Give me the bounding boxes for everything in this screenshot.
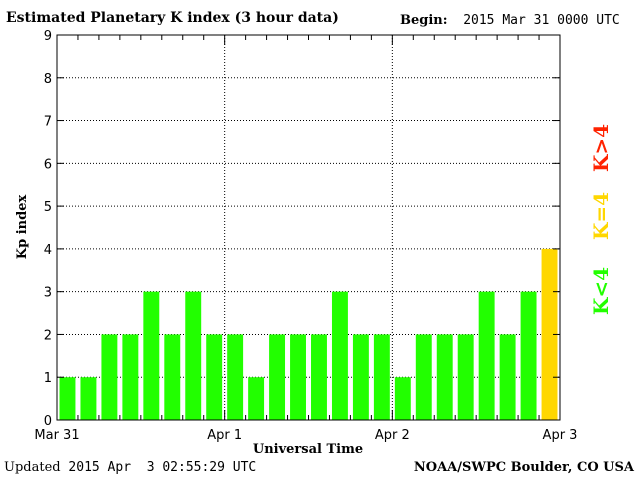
kp-bar <box>352 334 369 420</box>
kp-bar <box>122 334 139 420</box>
legend-k-equal-4: K=4 <box>589 192 613 240</box>
y-axis-label: Kp index <box>15 195 30 260</box>
legend-k-below-4: K<4 <box>589 267 613 315</box>
kp-bar <box>499 334 516 420</box>
kp-bar <box>478 291 495 420</box>
grid <box>57 35 560 420</box>
source-credit: NOAA/SWPC Boulder, CO USA <box>413 460 634 475</box>
x-tick-label: Apr 2 <box>375 428 410 443</box>
y-tick-label: 2 <box>44 328 52 343</box>
y-tick-label: 5 <box>44 200 52 215</box>
kp-bar <box>290 334 306 420</box>
kp-bar <box>457 334 474 420</box>
kp-bar <box>248 377 265 420</box>
x-tick-label: Mar 31 <box>34 428 79 443</box>
chart-title: Estimated Planetary K index (3 hour data… <box>6 10 339 26</box>
x-tick-label: Apr 1 <box>207 428 242 443</box>
begin-value: 2015 Mar 31 0000 UTC <box>463 13 620 28</box>
kp-bar <box>185 291 202 420</box>
kp-bar <box>227 334 244 420</box>
begin-info: Begin: 2015 Mar 31 0000 UTC <box>400 13 620 28</box>
x-tick-label: Apr 3 <box>543 428 578 443</box>
kp-bar <box>143 291 160 420</box>
updated-label: Updated <box>4 460 61 475</box>
kp-bar <box>164 334 181 420</box>
updated-timestamp: Updated 2015 Apr 3 02:55:29 UTC <box>4 460 256 475</box>
begin-label: Begin: <box>400 13 448 28</box>
kp-bar <box>415 334 432 420</box>
legend-k-above-4: K>4 <box>589 124 613 172</box>
y-tick-label: 9 <box>44 29 52 44</box>
updated-value: 2015 Apr 3 02:55:29 UTC <box>68 460 257 475</box>
y-tick-label: 7 <box>44 115 52 130</box>
y-tick-label: 3 <box>44 286 52 301</box>
kp-bar <box>59 377 76 420</box>
y-tick-label: 4 <box>44 243 52 258</box>
kp-bar <box>436 334 453 420</box>
y-tick-label: 8 <box>44 72 52 87</box>
kp-bar <box>373 334 390 420</box>
y-tick-label: 0 <box>44 414 52 429</box>
bars <box>59 248 558 420</box>
kp-bar <box>394 377 411 420</box>
kp-bar <box>269 334 286 420</box>
kp-bar <box>331 291 348 420</box>
ticks: 0 1 2 3 4 5 6 7 8 9 Mar 31 Apr 1 Apr 2 Apr 3 <box>34 29 577 443</box>
x-axis-label: Universal Time <box>253 442 363 457</box>
kp-bar <box>311 334 327 420</box>
kp-bar <box>206 334 223 420</box>
kp-bar <box>80 377 97 420</box>
y-tick-label: 1 <box>44 371 52 386</box>
kp-bar <box>101 334 118 420</box>
y-tick-label: 6 <box>44 157 52 172</box>
kp-bar <box>520 291 537 420</box>
